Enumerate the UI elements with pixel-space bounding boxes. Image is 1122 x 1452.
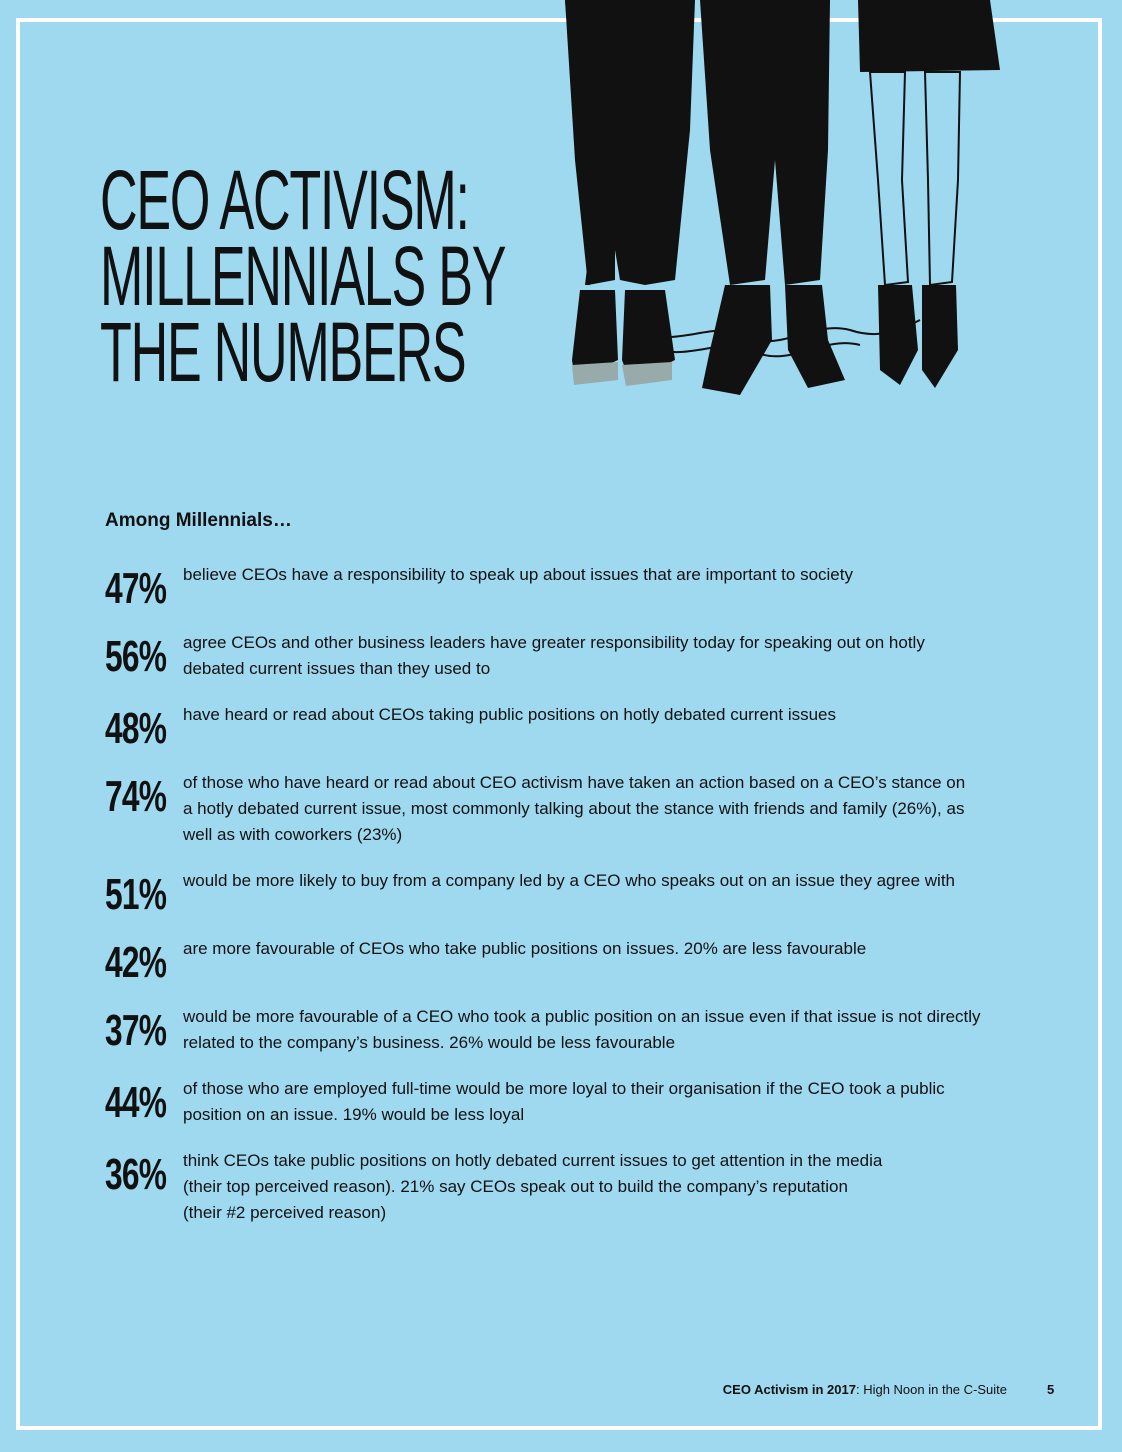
stat-value: 36% [105, 1150, 167, 1199]
stat-item: 51% would be more likely to buy from a c… [105, 868, 1053, 918]
stat-item: 44% of those who are employed full-time … [105, 1076, 1053, 1128]
stat-value: 48% [105, 704, 167, 753]
stat-value: 74% [105, 772, 167, 821]
stat-value: 47% [105, 564, 167, 613]
stat-text: believe CEOs have a responsibility to sp… [183, 565, 853, 584]
page-number: 5 [1047, 1382, 1055, 1397]
stat-text: of those who have heard or read about CE… [183, 773, 966, 844]
footer-title: CEO Activism in 2017: High Noon in the C… [723, 1382, 1007, 1397]
stat-value: 37% [105, 1006, 167, 1055]
page-border [16, 18, 1102, 1430]
stat-text: agree CEOs and other business leaders ha… [183, 633, 925, 678]
stat-item: 56% agree CEOs and other business leader… [105, 630, 1053, 682]
footer-title-bold: CEO Activism in 2017 [722, 1382, 856, 1397]
footer-title-rest: : High Noon in the C-Suite [855, 1382, 1007, 1397]
stat-text: have heard or read about CEOs taking pub… [183, 705, 837, 724]
stat-text: are more favourable of CEOs who take pub… [183, 939, 867, 958]
stat-text: would be more favourable of a CEO who to… [183, 1007, 981, 1052]
legs-and-shoes-illustration [565, 0, 1000, 395]
stat-text: would be more likely to buy from a compa… [183, 871, 956, 890]
stat-item: 47% believe CEOs have a responsibility t… [105, 562, 1053, 612]
stat-value: 44% [105, 1078, 167, 1127]
stat-value: 42% [105, 938, 167, 987]
stat-value: 51% [105, 870, 167, 919]
title-line-2: MILLENNIALS BY [100, 229, 506, 323]
stat-item: 37% would be more favourable of a CEO wh… [105, 1004, 1053, 1056]
title-line-3: THE NUMBERS [100, 305, 467, 399]
stat-text: think CEOs take public positions on hotl… [183, 1151, 883, 1222]
stat-text: of those who are employed full-time woul… [183, 1079, 945, 1124]
stat-value: 56% [105, 632, 167, 681]
stat-item: 48% have heard or read about CEOs taking… [105, 702, 1053, 752]
stat-item: 42% are more favourable of CEOs who take… [105, 936, 1053, 986]
stat-item: 36% think CEOs take public positions on … [105, 1148, 1053, 1226]
stat-item: 74% of those who have heard or read abou… [105, 770, 1053, 848]
title-line-1: CEO ACTIVISM: [100, 153, 470, 247]
page-title: CEO ACTIVISM: MILLENNIALS BY THE NUMBERS [100, 153, 522, 399]
intro-heading: Among Millennials… [105, 510, 292, 531]
